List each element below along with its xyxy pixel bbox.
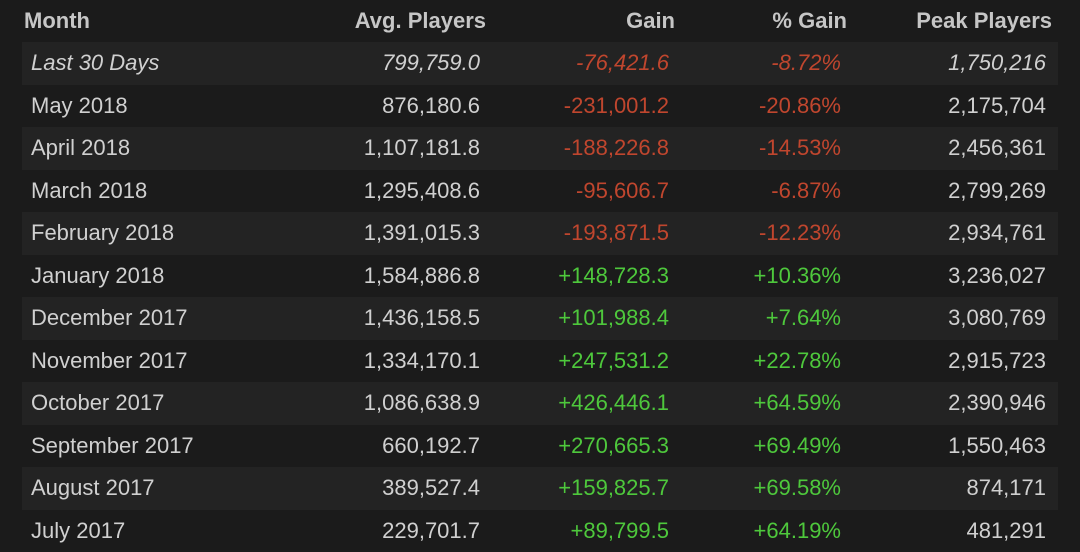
cell-month: September 2017: [31, 432, 194, 458]
table-row: November 2017 1,334,170.1 +247,531.2 +22.78…: [22, 339, 1058, 382]
cell-avg-players: 1,334,170.1: [363, 347, 480, 373]
header-percent-gain[interactable]: % Gain: [772, 8, 847, 33]
header-peak-players[interactable]: Peak Players: [916, 8, 1052, 33]
header-month[interactable]: Month: [24, 8, 90, 33]
cell-month: March 2018: [31, 177, 148, 203]
cell-avg-players: 229,701.7: [382, 517, 480, 543]
table-row: January 2018 1,584,886.8 +148,728.3 +10.36%…: [22, 254, 1058, 297]
cell-gain: -231,001.2: [563, 92, 669, 118]
cell-peak-players: 2,175,704: [948, 92, 1046, 118]
table-row: Last 30 Days 799,759.0 -76,421.6 -8.72% 1,75…: [22, 42, 1058, 85]
cell-percent-gain: -14.53%: [759, 135, 841, 160]
cell-percent-gain: -20.86%: [759, 92, 841, 118]
cell-percent-gain: +64.59%: [753, 390, 841, 415]
table-row: December 2017 1,436,158.5 +101,988.4 +7.64%…: [22, 297, 1058, 340]
cell-avg-players: 799,759.0: [382, 50, 480, 75]
cell-avg-players: 389,527.4: [382, 475, 480, 500]
cell-avg-players: 1,436,158.5: [363, 305, 480, 330]
cell-avg-players: 1,584,886.8: [363, 262, 480, 288]
cell-month: October 2017: [31, 390, 165, 415]
header-gain[interactable]: Gain: [626, 8, 675, 33]
cell-gain: -188,226.8: [563, 135, 669, 160]
cell-percent-gain: -6.87%: [771, 177, 841, 203]
cell-gain: +270,665.3: [558, 432, 669, 458]
cell-gain: -193,871.5: [563, 220, 669, 245]
table-row: May 2018 876,180.6 -231,001.2 -20.86% 2,175,…: [22, 84, 1058, 127]
cell-month: February 2018: [31, 220, 175, 245]
table-header: Month Avg. Players Gain % Gain Peak Play…: [0, 0, 1080, 42]
cell-peak-players: 2,934,761: [948, 220, 1046, 245]
cell-gain: -95,606.7: [576, 177, 669, 203]
header-avg-players[interactable]: Avg. Players: [354, 8, 486, 33]
cell-peak-players: 3,080,769: [948, 305, 1046, 330]
cell-peak-players: 1,750,216: [948, 50, 1046, 75]
table-row: August 2017 389,527.4 +159,825.7 +69.58% 874…: [22, 467, 1058, 510]
cell-peak-players: 2,390,946: [948, 390, 1046, 415]
cell-avg-players: 660,192.7: [382, 432, 480, 458]
cell-gain: +89,799.5: [570, 517, 669, 543]
cell-percent-gain: +69.58%: [753, 475, 841, 500]
cell-month: December 2017: [31, 305, 188, 330]
cell-avg-players: 1,295,408.6: [363, 177, 480, 203]
cell-month: May 2018: [31, 92, 128, 118]
cell-percent-gain: +69.49%: [753, 432, 841, 458]
table-row: July 2017 229,701.7 +89,799.5 +64.19% 481,29…: [22, 509, 1058, 552]
cell-peak-players: 874,171: [966, 475, 1046, 500]
cell-peak-players: 1,550,463: [948, 432, 1046, 458]
cell-gain: +159,825.7: [558, 475, 669, 500]
cell-percent-gain: -8.72%: [771, 50, 841, 75]
table-row: February 2018 1,391,015.3 -193,871.5 -12.23…: [22, 212, 1058, 255]
cell-gain: +247,531.2: [558, 347, 669, 373]
cell-peak-players: 2,456,361: [948, 135, 1046, 160]
cell-peak-players: 2,799,269: [948, 177, 1046, 203]
cell-month: January 2018: [31, 262, 165, 288]
table-body: Last 30 Days 799,759.0 -76,421.6 -8.72% 1,75…: [22, 42, 1058, 552]
cell-peak-players: 2,915,723: [948, 347, 1046, 373]
cell-percent-gain: +64.19%: [753, 517, 841, 543]
cell-peak-players: 3,236,027: [948, 262, 1046, 288]
cell-avg-players: 1,391,015.3: [363, 220, 480, 245]
cell-month: July 2017: [31, 517, 126, 543]
cell-peak-players: 481,291: [966, 517, 1046, 543]
table-row: October 2017 1,086,638.9 +426,446.1 +64.59%…: [22, 382, 1058, 425]
cell-gain: -76,421.6: [576, 50, 669, 75]
cell-avg-players: 876,180.6: [382, 92, 480, 118]
cell-gain: +148,728.3: [558, 262, 669, 288]
table-row: March 2018 1,295,408.6 -95,606.7 -6.87% 2,79…: [22, 169, 1058, 212]
cell-month: November 2017: [31, 347, 188, 373]
cell-gain: +101,988.4: [558, 305, 669, 330]
table-row: September 2017 660,192.7 +270,665.3 +69.49%…: [22, 424, 1058, 467]
table-row: April 2018 1,107,181.8 -188,226.8 -14.53% 2,…: [22, 127, 1058, 170]
cell-percent-gain: +7.64%: [765, 305, 841, 330]
cell-avg-players: 1,107,181.8: [363, 135, 480, 160]
cell-month: August 2017: [31, 475, 155, 500]
cell-percent-gain: +10.36%: [753, 262, 841, 288]
cell-avg-players: 1,086,638.9: [363, 390, 480, 415]
cell-month: April 2018: [31, 135, 131, 160]
cell-gain: +426,446.1: [558, 390, 669, 415]
cell-percent-gain: +22.78%: [753, 347, 841, 373]
cell-percent-gain: -12.23%: [759, 220, 841, 245]
cell-month: Last 30 Days: [31, 50, 160, 75]
